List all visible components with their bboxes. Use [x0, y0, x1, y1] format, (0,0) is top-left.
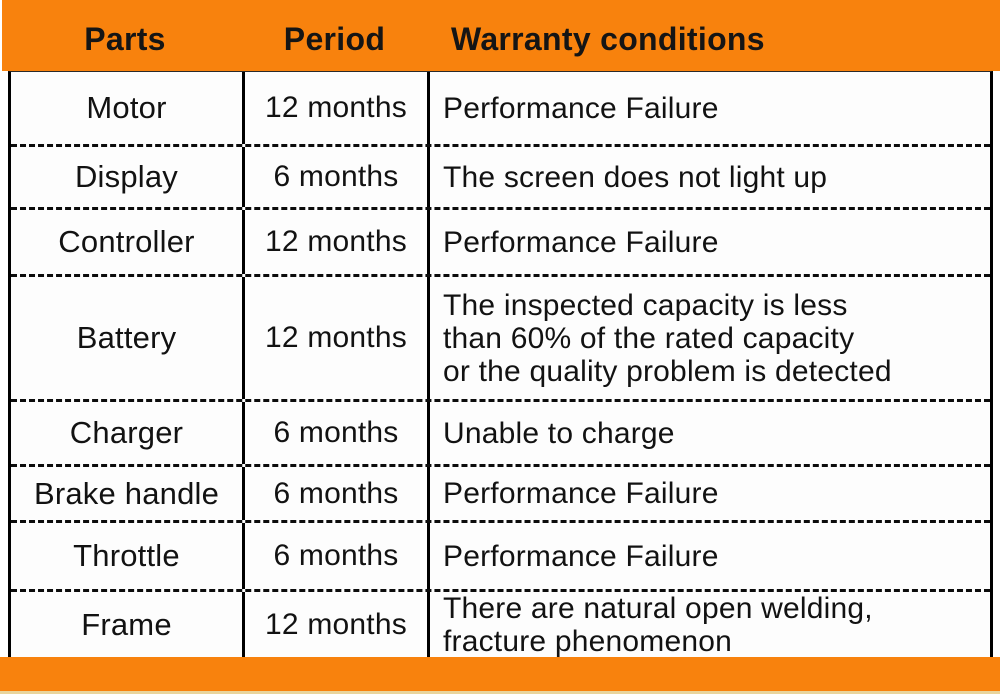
part-cell: Throttle: [11, 523, 245, 589]
footer-accent-bar: [0, 657, 1000, 691]
table-row-charger: Charger 6 months Unable to charge: [11, 402, 990, 467]
period-cell: 6 months: [245, 402, 430, 464]
table-row-display: Display 6 months The screen does not lig…: [11, 147, 990, 210]
table-header-row: Parts Period Warranty conditions: [8, 0, 1000, 71]
period-cell: 12 months: [245, 277, 430, 399]
header-warranty-conditions: Warranty conditions: [451, 21, 765, 57]
condition-cell: The inspected capacity is less than 60% …: [443, 288, 892, 388]
table-row-controller: Controller 12 months Performance Failure: [11, 210, 990, 277]
table-row-motor: Motor 12 months Performance Failure: [11, 72, 990, 147]
condition-cell: Unable to charge: [443, 416, 675, 450]
part-cell: Display: [11, 147, 245, 207]
part-cell: Battery: [11, 277, 245, 399]
condition-cell: The screen does not light up: [443, 160, 828, 194]
table-row-battery: Battery 12 months The inspected capacity…: [11, 277, 990, 402]
warranty-table: Motor 12 months Performance Failure Disp…: [8, 71, 993, 658]
bottom-edge-strip: [0, 691, 1000, 694]
period-cell: 6 months: [245, 467, 430, 520]
header-parts: Parts: [84, 21, 166, 57]
part-cell: Controller: [11, 210, 245, 274]
condition-cell: Performance Failure: [443, 539, 719, 573]
period-cell: 12 months: [245, 72, 430, 144]
condition-cell: Performance Failure: [443, 477, 719, 510]
part-cell: Motor: [11, 72, 245, 144]
part-cell: Charger: [11, 402, 245, 464]
condition-cell: There are natural open welding, fracture…: [443, 592, 873, 658]
part-cell: Brake handle: [11, 467, 245, 520]
table-row-throttle: Throttle 6 months Performance Failure: [11, 523, 990, 592]
condition-cell: Performance Failure: [443, 225, 719, 259]
table-header-bar: Parts Period Warranty conditions: [2, 0, 1000, 71]
period-cell: 12 months: [245, 592, 430, 658]
table-row-brake-handle: Brake handle 6 months Performance Failur…: [11, 467, 990, 523]
period-cell: 6 months: [245, 523, 430, 589]
period-cell: 6 months: [245, 147, 430, 207]
part-cell: Frame: [11, 592, 245, 658]
condition-cell: Performance Failure: [443, 91, 719, 125]
table-row-frame: Frame 12 months There are natural open w…: [11, 592, 990, 658]
period-cell: 12 months: [245, 210, 430, 274]
header-period: Period: [283, 21, 386, 57]
